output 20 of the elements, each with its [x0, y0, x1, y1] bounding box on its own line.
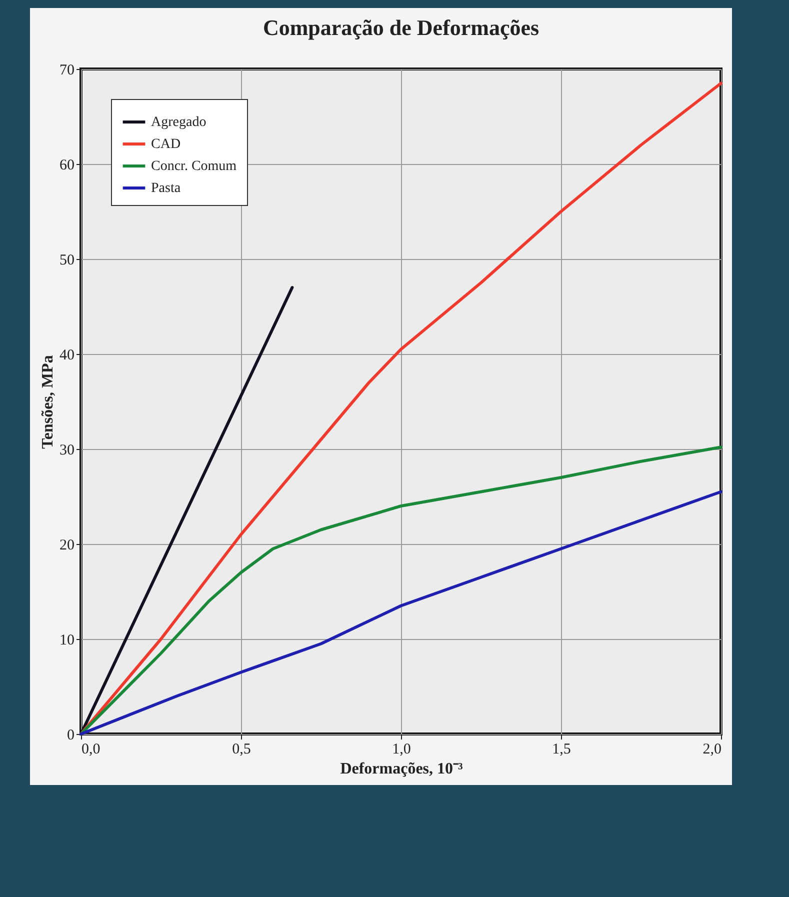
x-tick-label: 1,0: [392, 742, 411, 758]
x-tick-label: 0,0: [82, 742, 100, 758]
y-axis-title: Tensões, MPa: [40, 355, 56, 449]
legend-label: Agregado: [151, 115, 206, 130]
y-tick-label: 40: [60, 348, 74, 364]
y-tick-label: 10: [60, 632, 74, 648]
y-tick-label: 60: [60, 158, 74, 174]
x-axis-title: Deformações, 10⁻³: [340, 760, 464, 778]
y-tick-label: 70: [60, 62, 74, 78]
legend-label: CAD: [151, 137, 181, 152]
legend-label: Pasta: [151, 181, 182, 196]
chart-title: Comparação de Deformações: [262, 15, 540, 40]
y-tick-label: 50: [60, 252, 74, 268]
y-tick-label: 0: [67, 728, 74, 744]
x-tick-label: 2,0: [702, 742, 722, 758]
y-tick-label: 20: [60, 538, 74, 554]
y-tick-label: 30: [60, 442, 74, 458]
x-tick-label: 0,5: [232, 742, 251, 758]
x-tick-label: 1,5: [552, 742, 571, 758]
legend-label: Concr. Comum: [151, 159, 237, 174]
